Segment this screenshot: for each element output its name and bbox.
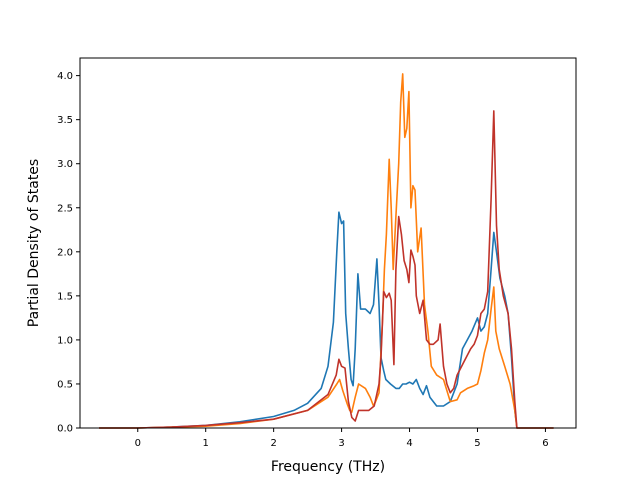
x-tick-label: 4: [406, 438, 412, 449]
y-tick-label: 3.0: [57, 159, 73, 170]
series-layer: [99, 73, 554, 429]
y-tick-label: 4.0: [57, 71, 73, 82]
x-tick-label: 3: [338, 438, 344, 449]
y-tick-label: 0.0: [57, 424, 73, 435]
series-line-1: [99, 211, 554, 429]
y-tick-label: 2.5: [57, 203, 73, 214]
y-tick-label: 2.0: [57, 247, 73, 258]
x-axis-label: Frequency (THz): [271, 459, 385, 475]
y-axis-ticks: 0.0 0.5 1.0 1.5 2.0 2.5 3.0 3.5 4.0: [57, 71, 80, 435]
x-axis-ticks: 0 1 2 3 4 5 6: [135, 428, 549, 449]
series-line-3: [99, 110, 554, 429]
y-axis-label: Partial Density of States: [26, 159, 42, 327]
y-tick-label: 1.0: [57, 335, 73, 346]
y-tick-label: 3.5: [57, 115, 73, 126]
series-line-2: [99, 73, 554, 429]
y-tick-label: 0.5: [57, 379, 73, 390]
x-tick-label: 0: [135, 438, 141, 449]
x-tick-label: 6: [542, 438, 548, 449]
x-tick-label: 2: [270, 438, 276, 449]
plot-frame: [79, 57, 577, 429]
x-tick-label: 1: [203, 438, 209, 449]
x-tick-label: 5: [474, 438, 480, 449]
y-tick-label: 1.5: [57, 291, 73, 302]
